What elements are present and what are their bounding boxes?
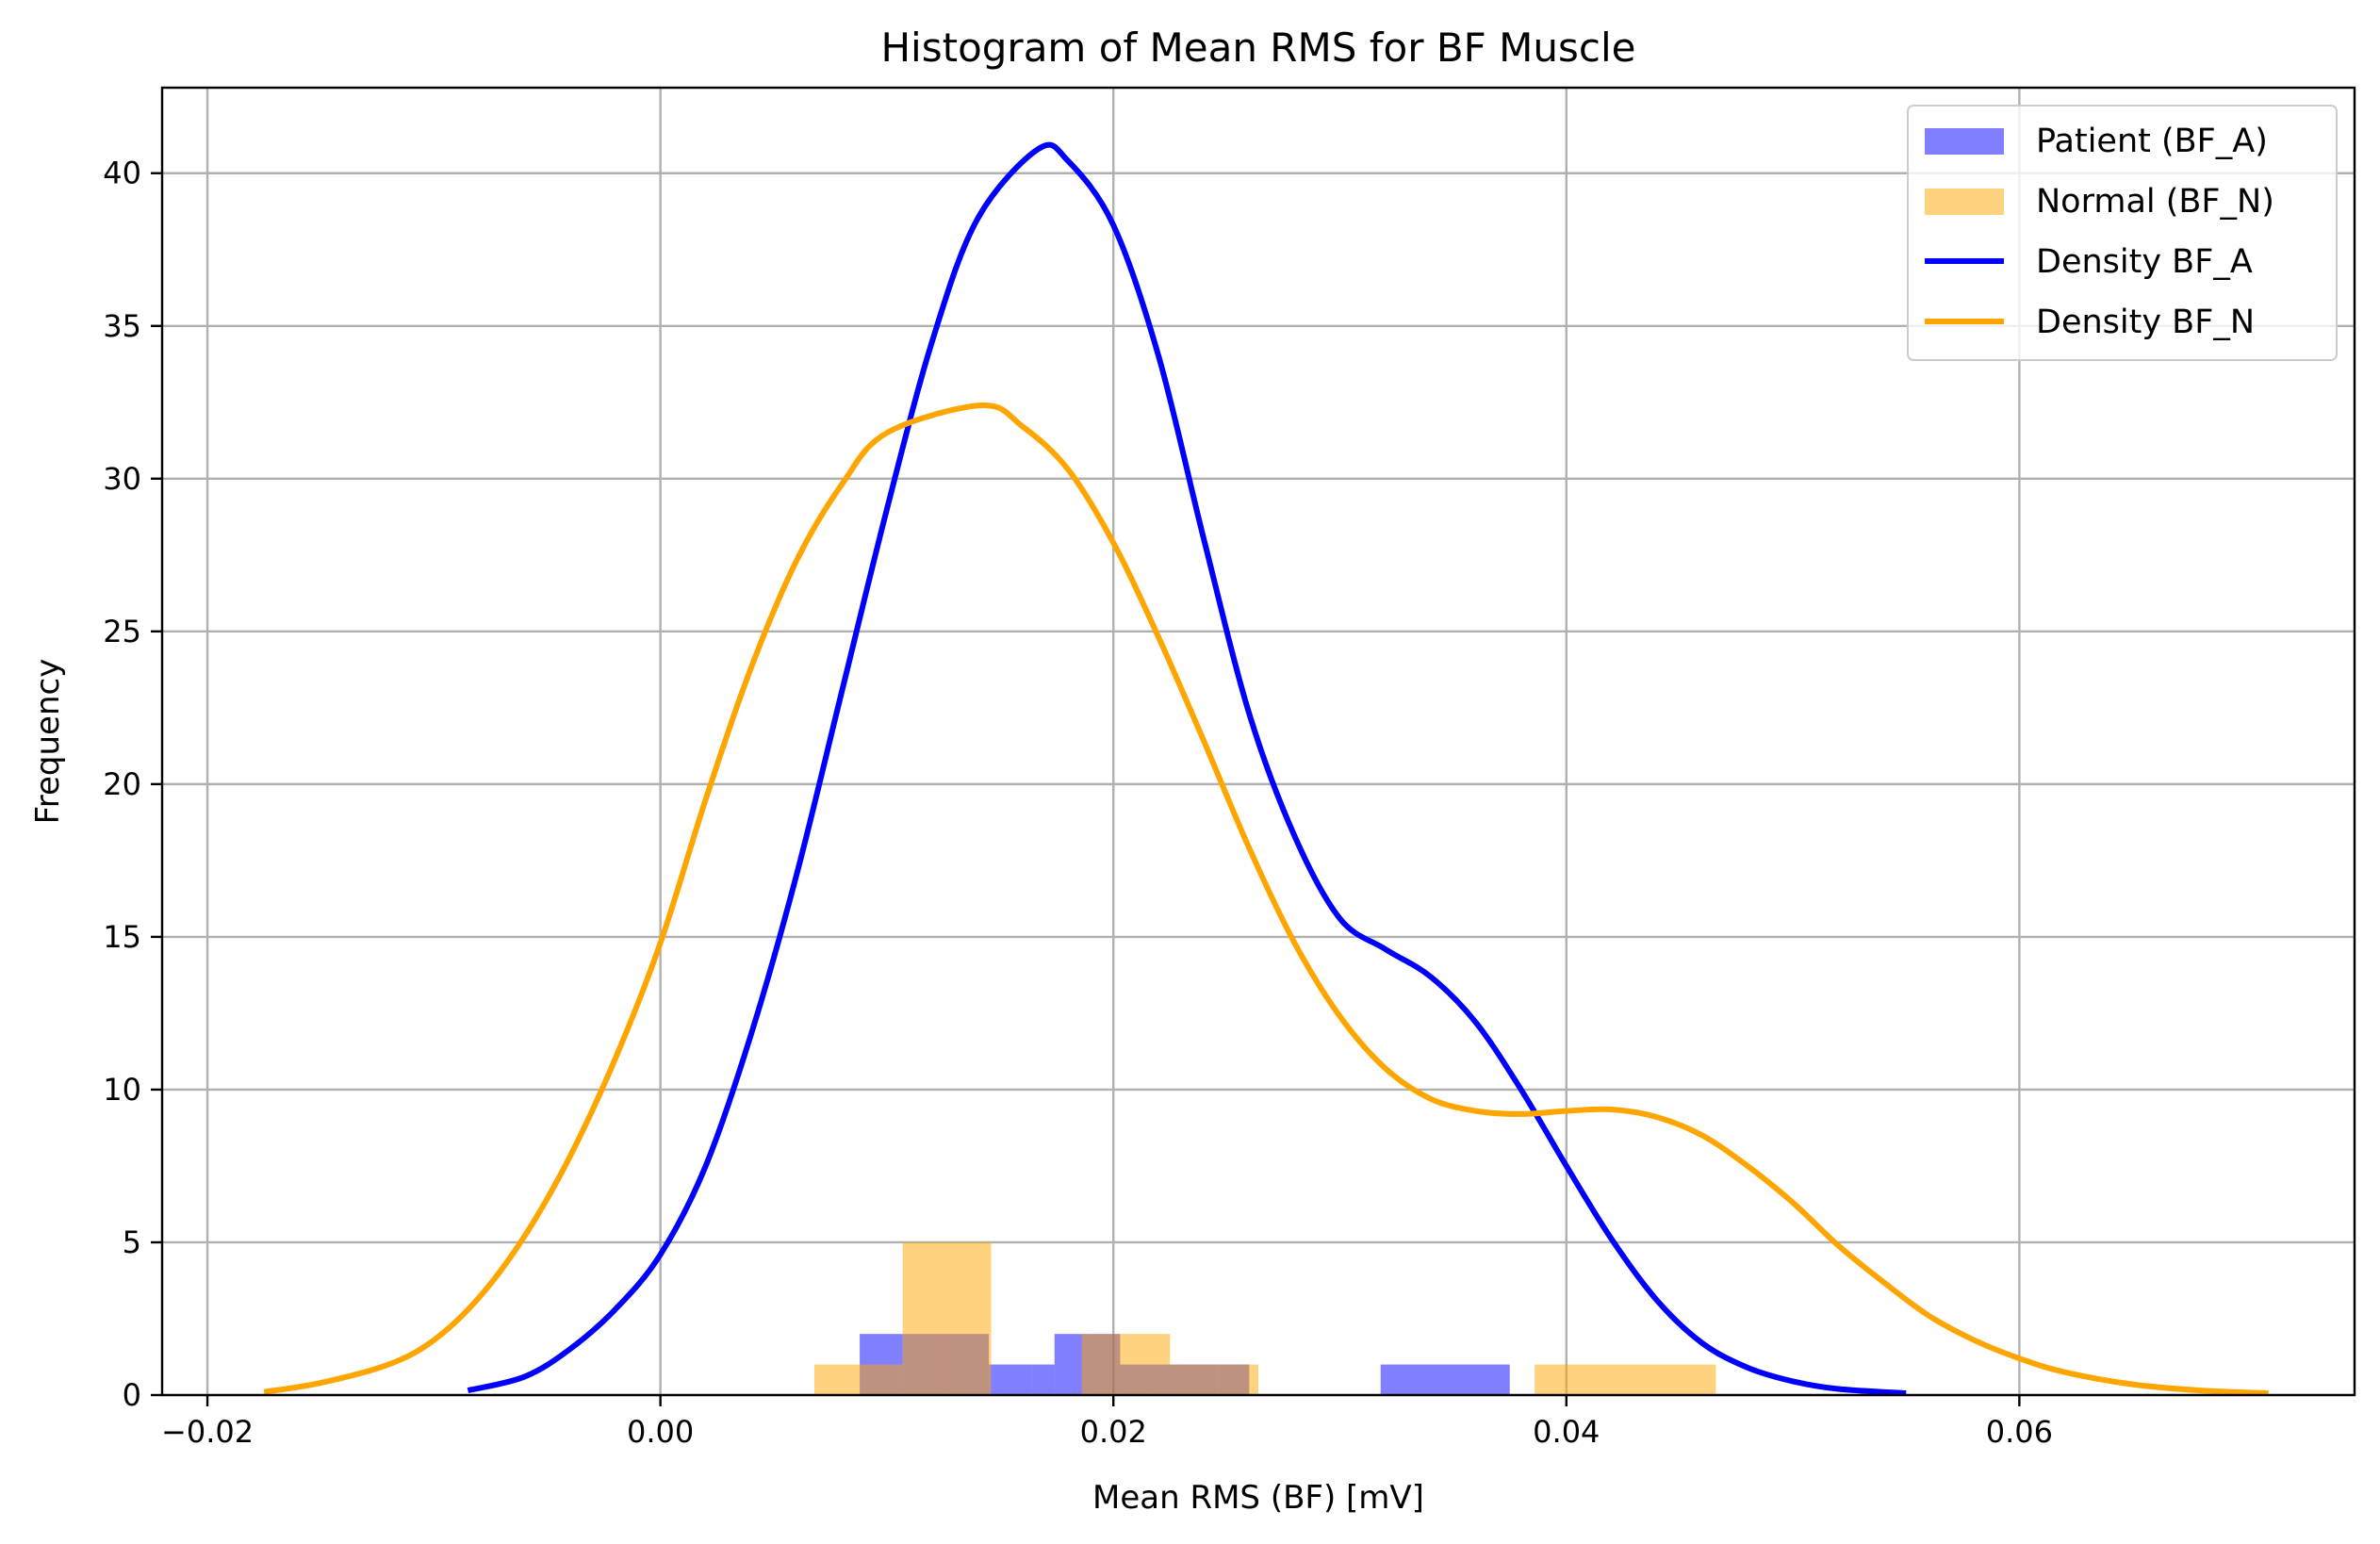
histogram-bar — [1031, 1364, 1055, 1395]
y-tick-label: 25 — [103, 614, 141, 649]
histogram-bar — [1054, 1334, 1087, 1395]
x-tick-label: 0.00 — [627, 1414, 694, 1450]
legend-label: Patient (BF_A) — [2036, 123, 2268, 160]
chart-title: Histogram of Mean RMS for BF Muscle — [880, 25, 1635, 71]
legend-swatch — [1925, 189, 2004, 215]
y-tick-label: 10 — [103, 1072, 141, 1108]
y-tick-label: 20 — [103, 766, 141, 802]
x-axis-ticks: −0.02 0.00 0.02 0.04 0.06 — [161, 1395, 2053, 1450]
legend-box — [1907, 105, 2338, 361]
y-axis-label: Frequency — [29, 659, 67, 825]
y-tick-label: 40 — [103, 156, 141, 191]
density-line — [263, 402, 2269, 1397]
histogram-bars — [814, 1241, 1716, 1395]
histogram-bar — [860, 1364, 903, 1395]
histogram-bar — [902, 1241, 992, 1395]
grid — [162, 88, 2355, 1397]
histogram-bar — [1081, 1334, 1125, 1395]
y-tick-label: 5 — [123, 1224, 141, 1260]
y-tick-label: 35 — [103, 308, 141, 344]
density-lines — [263, 141, 2269, 1397]
x-tick-label: 0.04 — [1533, 1414, 1600, 1450]
x-tick-label: −0.02 — [161, 1414, 254, 1450]
histogram-bar — [1380, 1364, 1510, 1395]
legend: Patient (BF_A) Normal (BF_N) Density BF_A D… — [1907, 105, 2338, 361]
x-tick-label: 0.02 — [1080, 1414, 1147, 1450]
legend-label: Normal (BF_N) — [2036, 183, 2274, 221]
histogram-bar — [814, 1364, 861, 1395]
histogram-bar — [1535, 1364, 1716, 1395]
histogram-bar — [989, 1364, 1032, 1395]
legend-swatch — [1925, 128, 2004, 155]
density-line — [467, 141, 1907, 1397]
legend-label: Density BF_A — [2036, 243, 2253, 281]
histogram-bar — [1170, 1364, 1258, 1395]
y-axis-ticks: 0 5 10 15 20 25 30 35 40 — [103, 156, 162, 1413]
y-tick-label: 30 — [103, 461, 141, 497]
x-tick-label: 0.06 — [1986, 1414, 2053, 1450]
y-tick-label: 15 — [103, 919, 141, 955]
histogram-bar — [1124, 1334, 1171, 1395]
y-tick-label: 0 — [123, 1377, 141, 1413]
x-axis-label: Mean RMS (BF) [mV] — [1092, 1479, 1424, 1517]
legend-label: Density BF_N — [2036, 304, 2255, 341]
axes-frame — [160, 86, 2356, 1397]
